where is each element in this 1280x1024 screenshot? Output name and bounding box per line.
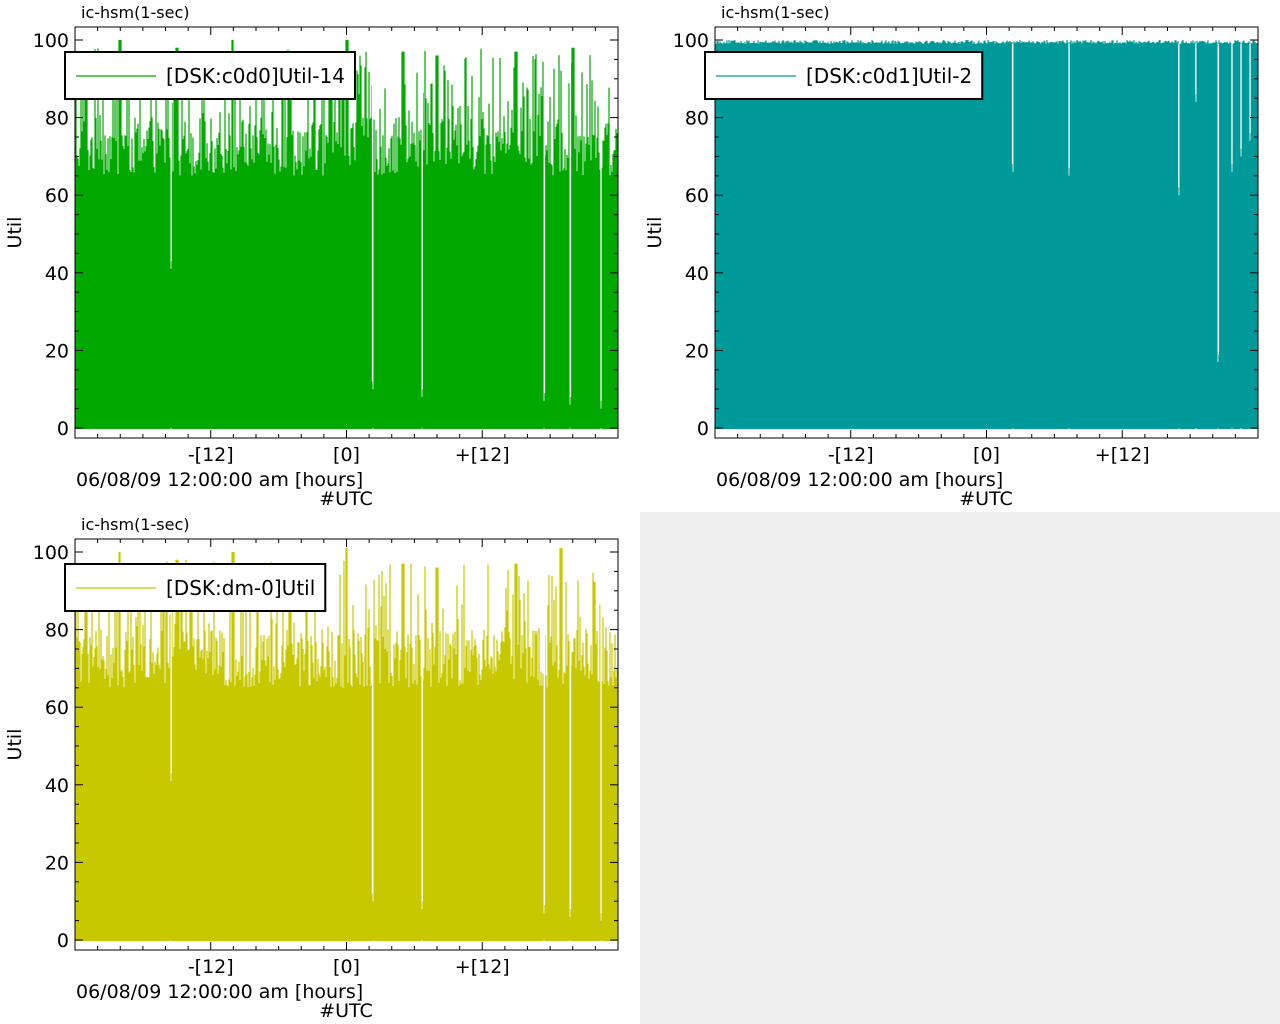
series-[DSK:c0d1]Util-2 <box>715 40 1258 429</box>
x-axis-sublabel: #UTC <box>319 1000 373 1022</box>
x-axis-label: 06/08/09 12:00:00 am [hours] <box>76 469 363 491</box>
y-tick-label: 40 <box>45 775 69 797</box>
x-tick-label: [0] <box>333 956 360 978</box>
legend: [DSK:dm-0]Util <box>64 563 327 612</box>
x-tick-label: [0] <box>973 444 1000 466</box>
y-tick-label: 100 <box>33 30 69 52</box>
y-tick-label: 20 <box>45 852 69 874</box>
empty-panel <box>640 512 1280 1024</box>
legend-entry: [DSK:c0d0]Util-14 <box>166 64 345 88</box>
y-tick-label: 80 <box>685 108 709 130</box>
legend: [DSK:c0d1]Util-2 <box>704 51 984 100</box>
y-tick-label: 100 <box>673 30 709 52</box>
y-tick-label: 0 <box>697 418 709 440</box>
chart-svg: ic-hsm(1-sec) 0 20 40 60 80 100 -[12] [0] +[12] Ut… <box>644 3 1259 510</box>
series-[DSK:c0d0]Util-14 <box>75 40 618 429</box>
y-tick-label: 20 <box>45 340 69 362</box>
chart-svg: ic-hsm(1-sec) 0 20 40 60 80 100 -[12] [0] +[12] Ut… <box>4 3 619 510</box>
chart-svg: ic-hsm(1-sec) 0 20 40 60 80 100 -[12] [0] +[12] Ut… <box>4 515 619 1022</box>
legend-entry: [DSK:c0d1]Util-2 <box>806 64 972 88</box>
y-tick-label: 0 <box>57 418 69 440</box>
y-tick-label: 80 <box>45 108 69 130</box>
y-tick-label: 60 <box>45 697 69 719</box>
x-tick-label: +[12] <box>455 444 510 466</box>
x-axis-label: 06/08/09 12:00:00 am [hours] <box>76 981 363 1003</box>
x-tick-label: -[12] <box>188 956 234 978</box>
x-tick-label: -[12] <box>188 444 234 466</box>
x-axis-sublabel: #UTC <box>319 488 373 510</box>
chart-panel-c0d1: ic-hsm(1-sec) 0 20 40 60 80 100 -[12] [0] +[12] Ut… <box>640 0 1280 512</box>
y-tick-label: 20 <box>685 340 709 362</box>
y-axis-label: Util <box>4 217 26 249</box>
x-tick-label: +[12] <box>455 956 510 978</box>
y-axis-label: Util <box>644 217 666 249</box>
chart-panel-c0d0: ic-hsm(1-sec) 0 20 40 60 80 100 -[12] [0] +[12] Ut… <box>0 0 640 512</box>
chart-title: ic-hsm(1-sec) <box>721 3 830 22</box>
y-ticks <box>74 539 619 950</box>
chart-panel-dm0: ic-hsm(1-sec) 0 20 40 60 80 100 -[12] [0] +[12] Ut… <box>0 512 640 1024</box>
y-tick-label: 40 <box>45 263 69 285</box>
x-tick-label: -[12] <box>828 444 874 466</box>
legend-entry: [DSK:dm-0]Util <box>166 576 315 600</box>
y-ticks <box>714 27 1259 438</box>
chart-title: ic-hsm(1-sec) <box>81 515 190 534</box>
x-tick-label: [0] <box>333 444 360 466</box>
y-tick-label: 80 <box>45 620 69 642</box>
y-tick-label: 0 <box>57 930 69 952</box>
y-tick-label: 40 <box>685 263 709 285</box>
y-tick-label: 60 <box>685 185 709 207</box>
y-tick-label: 100 <box>33 542 69 564</box>
legend: [DSK:c0d0]Util-14 <box>64 51 356 100</box>
x-axis-sublabel: #UTC <box>959 488 1013 510</box>
chart-title: ic-hsm(1-sec) <box>81 3 190 22</box>
series-[DSK:dm-0]Util <box>75 548 618 941</box>
y-axis-label: Util <box>4 729 26 761</box>
x-axis-label: 06/08/09 12:00:00 am [hours] <box>716 469 1003 491</box>
x-tick-label: +[12] <box>1095 444 1150 466</box>
y-tick-label: 60 <box>45 185 69 207</box>
y-ticks <box>74 27 619 438</box>
